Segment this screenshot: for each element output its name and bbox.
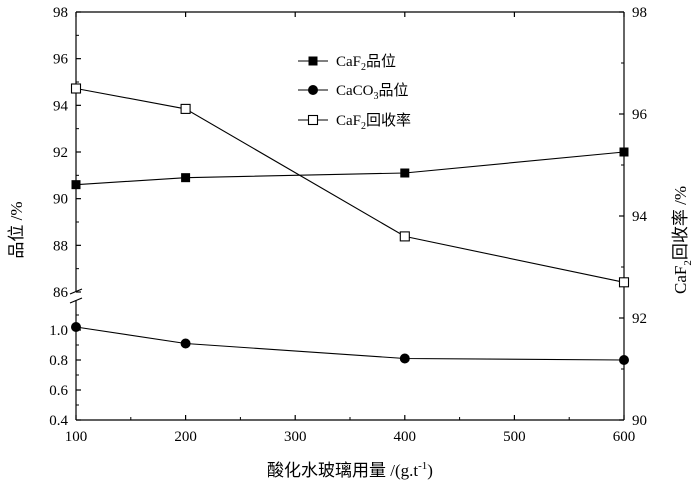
x-tick-label: 200 [174,429,197,445]
legend-entry: CaCO3品位 [298,82,409,102]
axis-break-mark [69,297,83,304]
legend-entry: CaF2品位 [298,53,396,73]
left-tick-label: 92 [53,145,68,161]
right-tick-label: 96 [632,107,648,123]
data-point [70,83,82,94]
x-axis-title: 酸化水玻璃用量 /(g.t-1) [267,460,433,480]
data-point [399,231,410,242]
series-1 [71,147,629,190]
data-point [399,353,410,364]
legend-marker [308,56,318,66]
data-point [180,103,191,114]
right-tick-label: 92 [632,311,647,327]
left-tick-label: 0.8 [49,353,68,369]
legend-label: CaCO3品位 [336,82,409,102]
left-axis-title: 品位 /% [7,201,26,258]
right-axis-title: CaF2回收率 /% [671,186,694,294]
left-tick-label: 90 [53,192,68,208]
legend-marker [307,114,319,126]
data-point [619,147,629,157]
series-2 [71,322,629,365]
left-tick-label: 0.4 [49,413,68,429]
left-tick-label: 96 [53,52,69,68]
right-tick-label: 98 [632,5,647,21]
series-line [75,87,625,283]
series-line [75,151,625,186]
data-point [181,173,191,183]
data-point [618,277,630,288]
legend-entry: CaF2回收率 [298,112,411,132]
left-tick-label: 88 [53,238,68,254]
right-tick-label: 94 [632,209,648,225]
x-tick-label: 300 [284,429,307,445]
plot-frame [69,11,625,421]
legend-marker [308,85,318,95]
x-tick-label: 500 [503,429,526,445]
x-tick-label: 100 [65,429,88,445]
left-tick-label: 0.6 [49,383,68,399]
x-tick-label: 400 [394,429,417,445]
data-point [400,168,410,178]
data-point [180,338,191,349]
legend-label: CaF2回收率 [336,112,411,132]
left-tick-label: 98 [53,5,68,21]
legend: CaF2品位 CaCO3品位 CaF2回收率 [298,53,411,132]
left-tick-label: 94 [53,98,69,114]
legend-label: CaF2品位 [336,53,396,73]
left-tick-label: 86 [53,285,69,301]
series-layer [70,83,630,365]
data-point [71,180,81,190]
series-line [75,326,625,361]
right-tick-label: 90 [632,413,647,429]
data-point [619,355,629,365]
x-tick-label: 600 [613,429,636,445]
left-tick-label: 1.0 [49,323,68,339]
axis-titles: 酸化水玻璃用量 /(g.t-1) 品位 /% CaF2回收率 /% [7,186,694,480]
tick-layer: 100 200 300 400 500 600 86 88 90 92 94 96 98 0.4 0.6 0.… [49,5,647,445]
series-3 [70,83,630,288]
